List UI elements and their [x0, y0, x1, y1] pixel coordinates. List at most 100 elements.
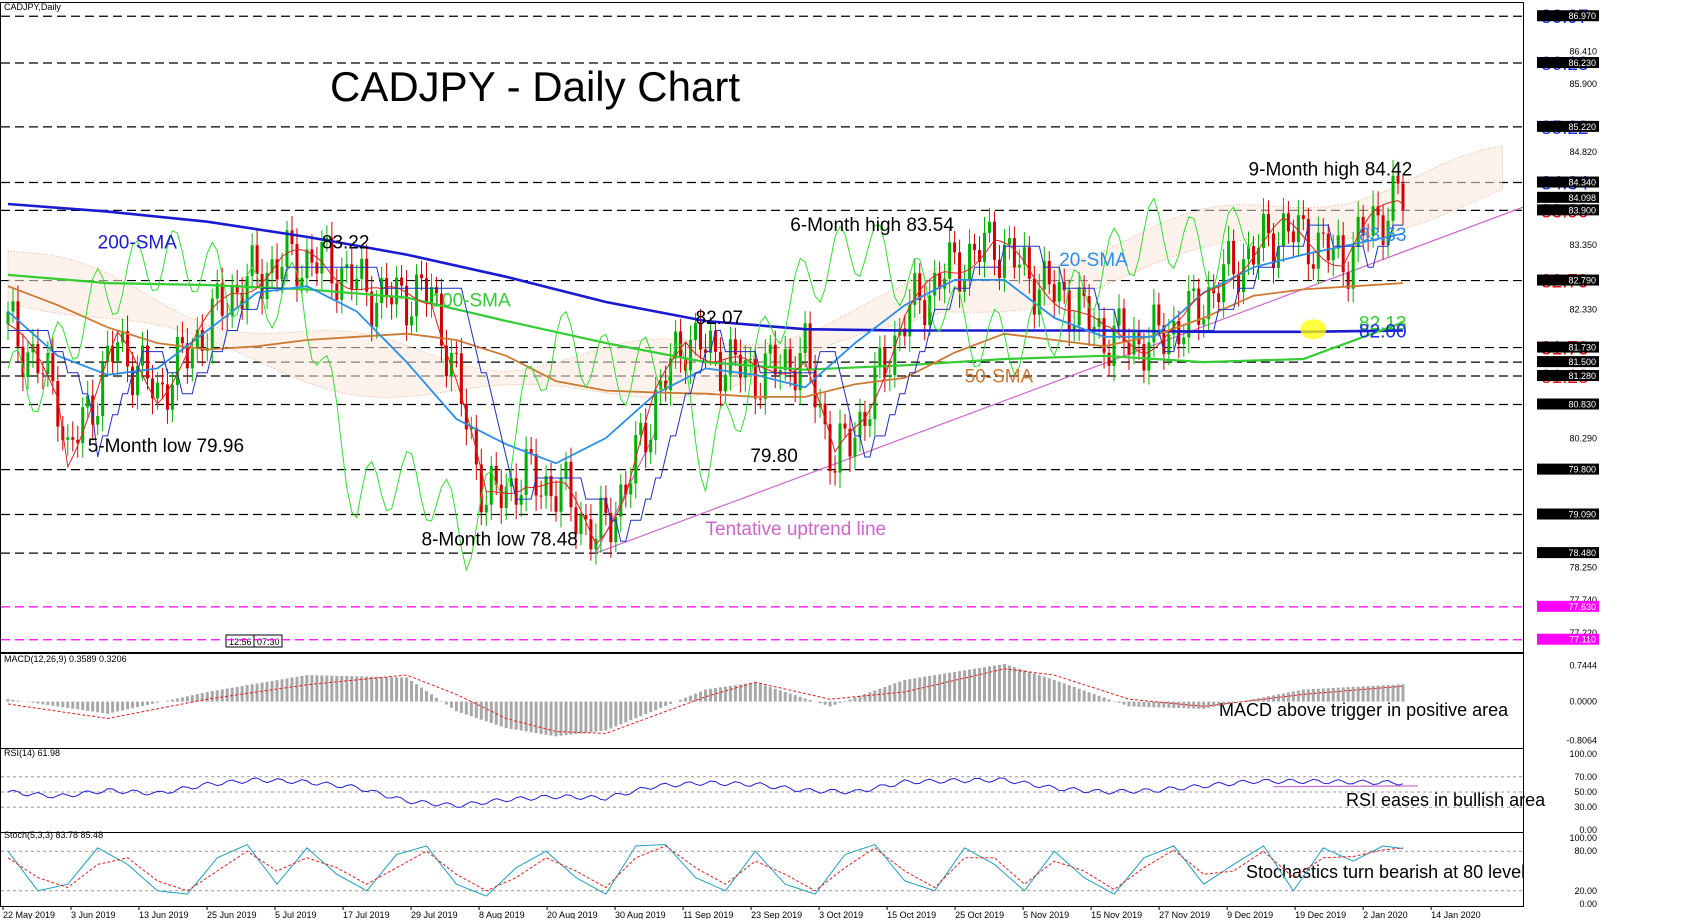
macd-bar — [1207, 702, 1210, 708]
macd-bar — [973, 669, 976, 702]
macd-bar — [261, 683, 264, 702]
macd-bar — [1317, 689, 1320, 702]
stoch-annotation: Stochastics turn bearish at 80 level — [1246, 862, 1525, 882]
macd-bar — [176, 698, 179, 701]
macd-bar — [963, 670, 966, 701]
candle-body — [171, 385, 174, 410]
macd-bar — [415, 684, 418, 701]
macd-bar — [804, 698, 807, 701]
rsi-trend-line — [1273, 786, 1417, 787]
macd-bar — [1337, 688, 1340, 702]
macd-bar — [136, 702, 139, 708]
candle-body — [1332, 249, 1335, 261]
candle-body — [375, 303, 378, 327]
candle-body — [873, 367, 876, 419]
macd-bar — [764, 686, 767, 702]
candle-body — [310, 249, 313, 262]
macd-bar — [335, 676, 338, 702]
macd-bar — [928, 676, 931, 702]
candle-body — [1217, 293, 1220, 302]
macd-bar — [81, 702, 84, 710]
candle-body — [784, 349, 787, 370]
macd-bar — [71, 702, 74, 709]
macd-bar — [769, 687, 772, 701]
candle-body — [520, 495, 523, 505]
annotation-label: 8-Month low 78.48 — [422, 530, 578, 551]
candle-body — [888, 375, 891, 377]
y-level-box-label: 77.630 — [1568, 602, 1596, 612]
macd-bar — [1152, 702, 1155, 708]
candle-body — [1157, 305, 1160, 326]
macd-bar — [66, 702, 69, 708]
macd-bar — [619, 702, 622, 725]
candle-body — [1028, 247, 1031, 278]
candle-body — [1242, 259, 1245, 292]
candle-body — [1048, 261, 1051, 284]
macd-bar — [923, 677, 926, 702]
macd-bar — [799, 697, 802, 702]
macd-bar — [839, 702, 842, 703]
candle-body — [415, 274, 418, 316]
macd-bar — [873, 690, 876, 701]
candle-body — [300, 278, 303, 286]
candle-body — [1327, 234, 1330, 261]
annotation-label: Tentative uptrend line — [706, 519, 887, 540]
macd-y-tick: -0.8064 — [1566, 735, 1597, 745]
macd-bar — [1093, 694, 1096, 702]
y-level-box-label: 81.280 — [1568, 371, 1596, 381]
x-tick-label: 27 Nov 2019 — [1159, 910, 1210, 919]
candle-body — [709, 331, 712, 353]
macd-bar — [216, 690, 219, 701]
macd-y-tick: 0.0000 — [1569, 697, 1597, 707]
candle-body — [973, 244, 976, 250]
macd-bar — [689, 696, 692, 702]
macd-bar — [624, 702, 627, 723]
y-tick-label: 84.820 — [1569, 147, 1597, 157]
y-level-box-label: 81.500 — [1568, 357, 1596, 367]
candle-body — [540, 496, 543, 497]
candle-body — [1297, 215, 1300, 242]
candle-body — [794, 371, 797, 390]
macd-bar — [1332, 688, 1335, 702]
right-level-label: 83.53 — [1359, 225, 1407, 246]
candle-body — [1053, 284, 1056, 301]
sma-cross-highlight — [1300, 319, 1326, 339]
macd-bar — [903, 680, 906, 702]
macd-bar — [530, 702, 533, 733]
macd-bar — [1088, 692, 1091, 701]
macd-bar — [1123, 702, 1126, 705]
x-tick-label: 11 Sep 2019 — [683, 910, 733, 919]
macd-bar — [101, 702, 104, 713]
candle-body — [1147, 342, 1150, 370]
macd-bar — [898, 682, 901, 702]
macd-y-tick: 0.7444 — [1569, 661, 1597, 671]
candle-body — [1013, 238, 1016, 267]
macd-bar — [699, 692, 702, 702]
candle-body — [948, 242, 951, 278]
candle-body — [839, 423, 842, 472]
macd-bar — [515, 702, 518, 730]
macd-bar — [445, 702, 448, 705]
macd-bar — [948, 673, 951, 702]
macd-bar — [714, 688, 717, 702]
macd-bar — [181, 697, 184, 701]
macd-bar — [310, 675, 313, 701]
macd-bar — [933, 675, 936, 701]
macd-bar — [1287, 692, 1290, 701]
x-tick-label: 15 Nov 2019 — [1091, 910, 1142, 919]
candle-body — [1118, 308, 1121, 325]
candle-body — [181, 337, 184, 343]
annotation-label: 100-SMA — [431, 290, 511, 311]
candle-body — [11, 301, 14, 311]
y-level-box-label: 79.090 — [1568, 510, 1596, 520]
macd-bar — [744, 684, 747, 702]
macd-bar — [221, 689, 224, 701]
annotation-label: 20-SMA — [1059, 250, 1128, 271]
candle-body — [16, 301, 19, 346]
macd-bar — [171, 700, 174, 702]
candle-body — [1292, 231, 1295, 242]
x-tick-label: 25 Jun 2019 — [207, 910, 257, 919]
candle-body — [71, 437, 74, 440]
macd-bar — [1063, 683, 1066, 701]
